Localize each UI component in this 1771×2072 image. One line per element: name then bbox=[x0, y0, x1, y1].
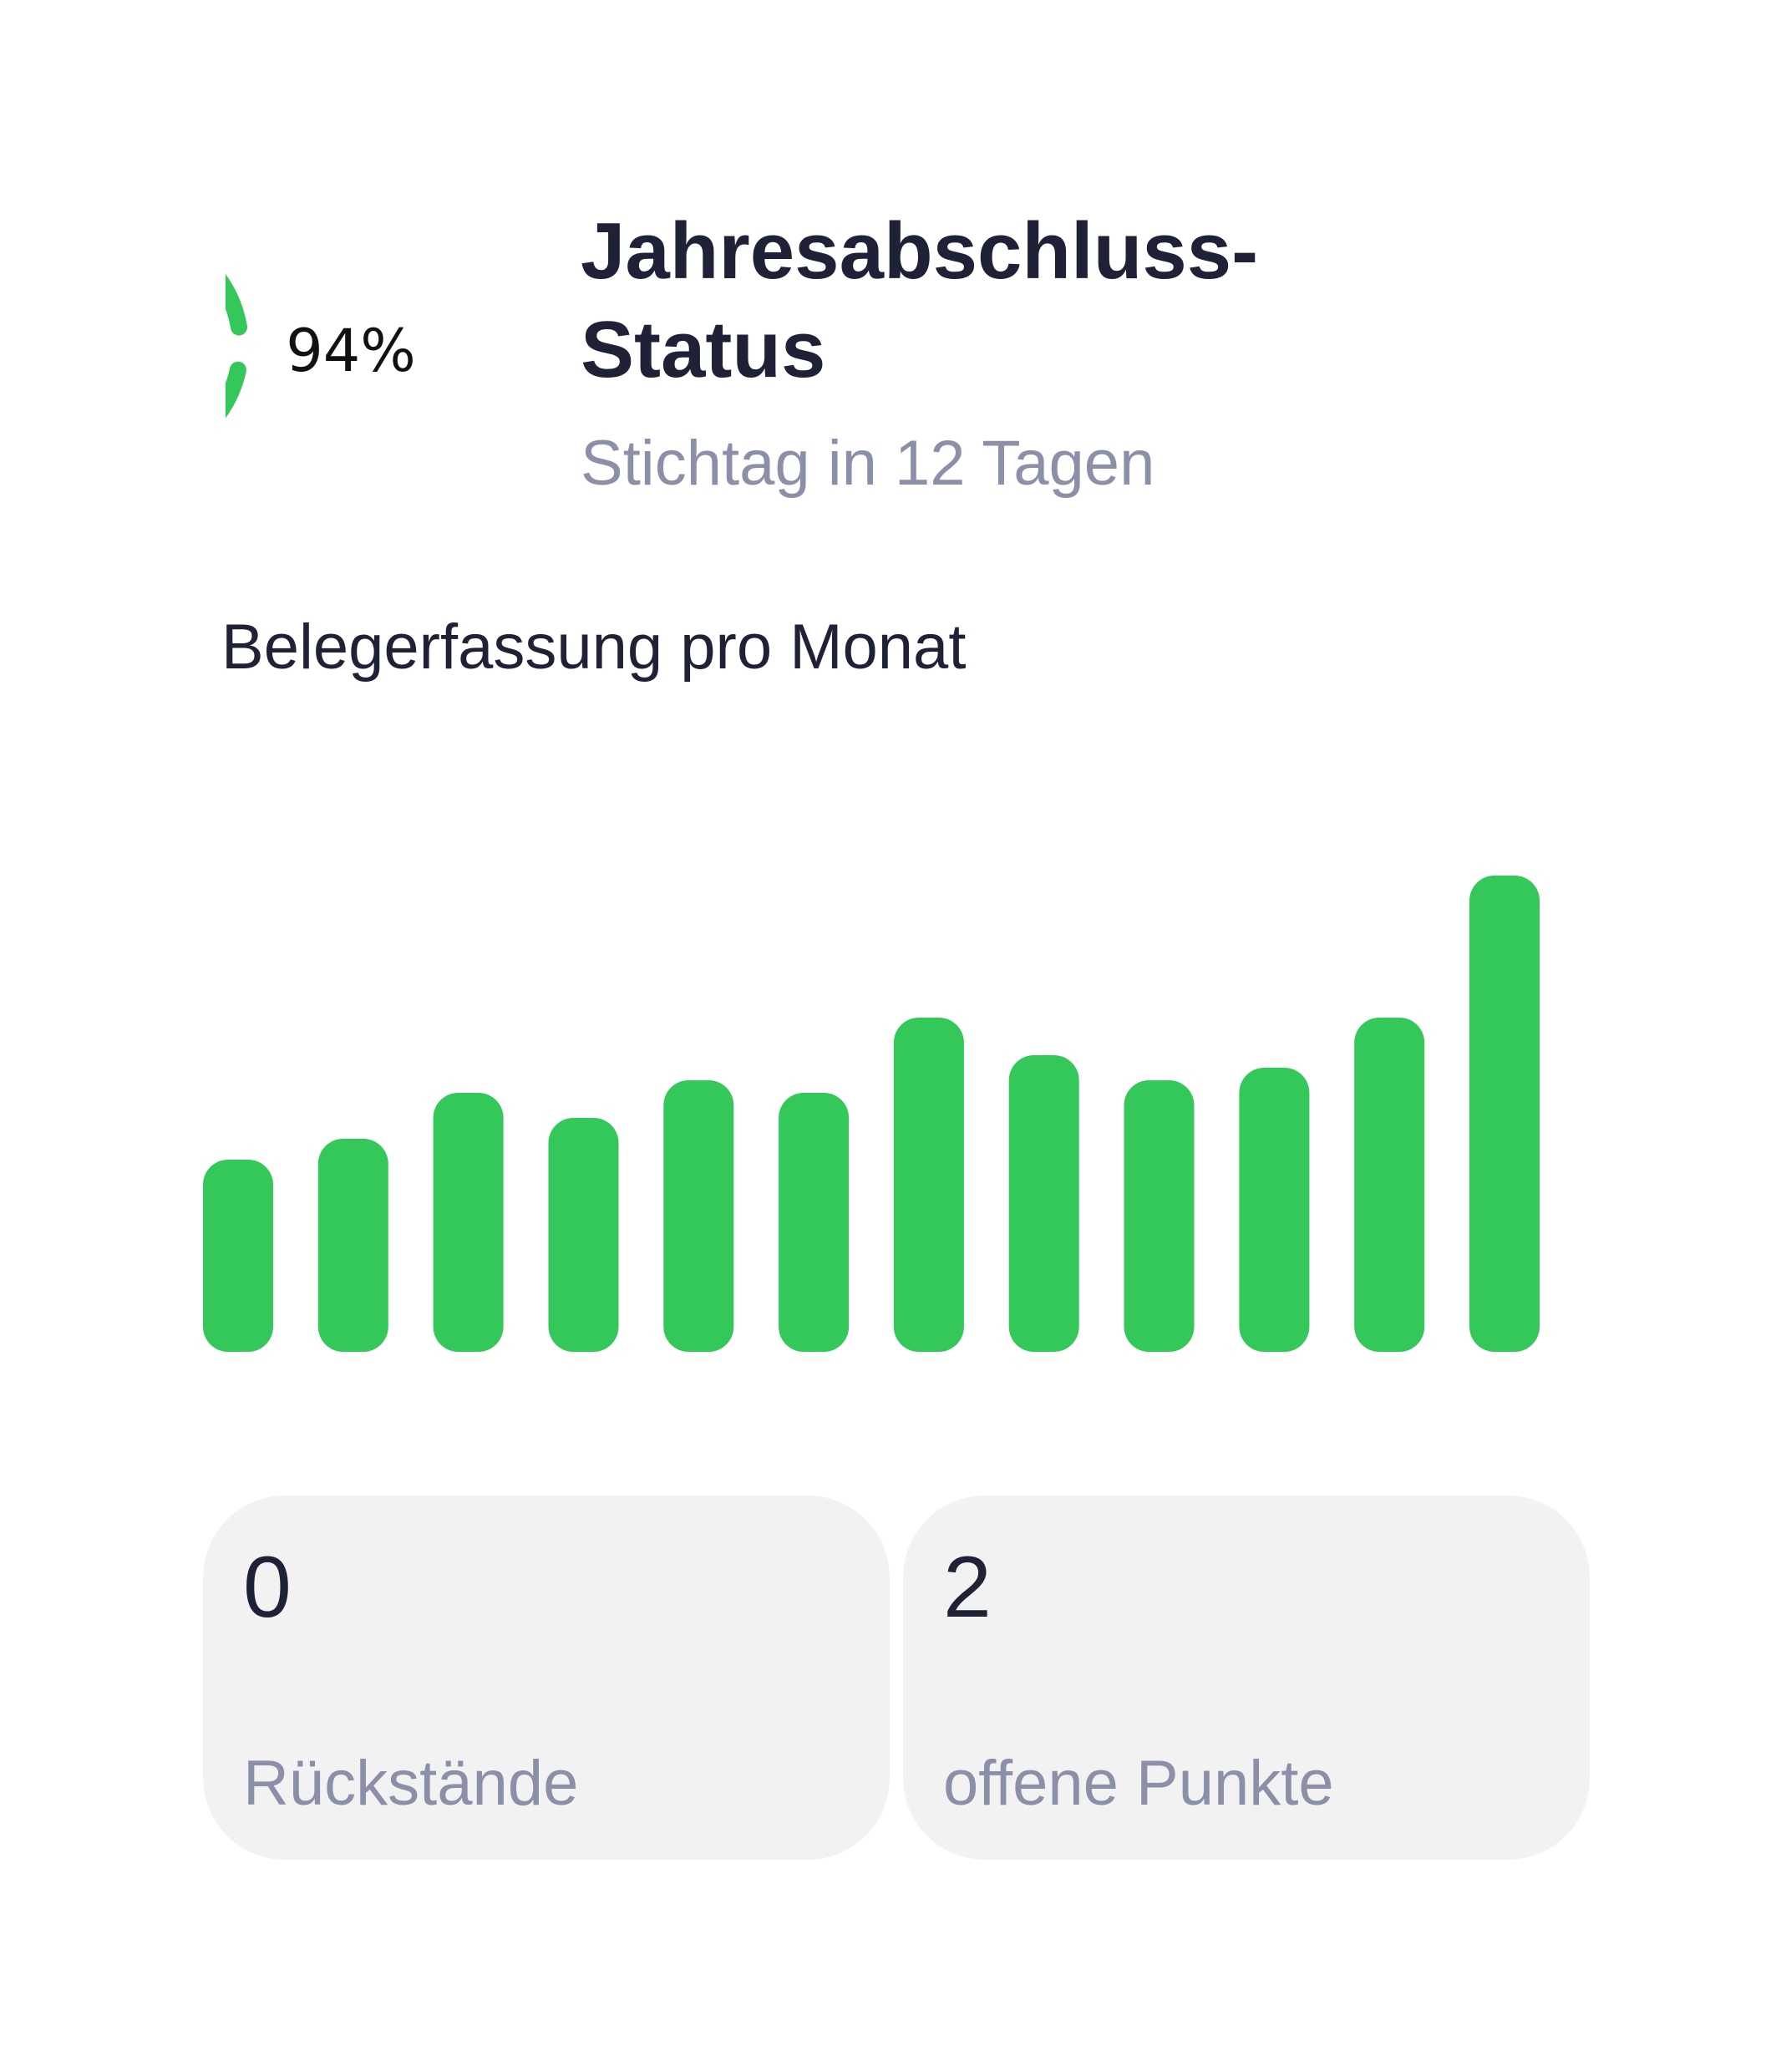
backlog-label: Rückstände bbox=[243, 1748, 579, 1819]
chart-bar-6 bbox=[779, 1093, 850, 1352]
chart-bar-12 bbox=[1469, 876, 1540, 1352]
open-items-count: 2 bbox=[943, 1539, 992, 1636]
backlog-count: 0 bbox=[243, 1539, 292, 1636]
page-title-line-2: Status bbox=[581, 305, 826, 394]
open-items-label: offene Punkte bbox=[943, 1748, 1334, 1819]
progress-percent: 94% bbox=[286, 317, 416, 385]
chart-bar-5 bbox=[663, 1080, 734, 1352]
chart-bar-2 bbox=[317, 1139, 388, 1352]
chart-bar-7 bbox=[893, 1018, 964, 1352]
chart-bar-10 bbox=[1239, 1068, 1310, 1352]
chart-bar-8 bbox=[1008, 1055, 1079, 1352]
chart-bar-1 bbox=[203, 1160, 273, 1352]
progress-ring: 94% bbox=[226, 226, 476, 476]
chart-bar-9 bbox=[1124, 1080, 1195, 1352]
page-title: Jahresabschluss- Status bbox=[581, 202, 1583, 399]
page-title-line-1: Jahresabschluss- bbox=[581, 206, 1259, 296]
backlog-card[interactable]: 0 Rückstände bbox=[203, 1496, 890, 1860]
chart-title: Belegerfassung pro Monat bbox=[221, 612, 967, 683]
monthly-documents-bar-chart bbox=[203, 876, 1540, 1352]
chart-bar-3 bbox=[433, 1093, 504, 1352]
deadline-subtitle: Stichtag in 12 Tagen bbox=[581, 428, 1155, 499]
open-items-card[interactable]: 2 offene Punkte bbox=[903, 1496, 1590, 1860]
chart-bar-11 bbox=[1354, 1018, 1425, 1352]
chart-bar-4 bbox=[548, 1118, 619, 1352]
